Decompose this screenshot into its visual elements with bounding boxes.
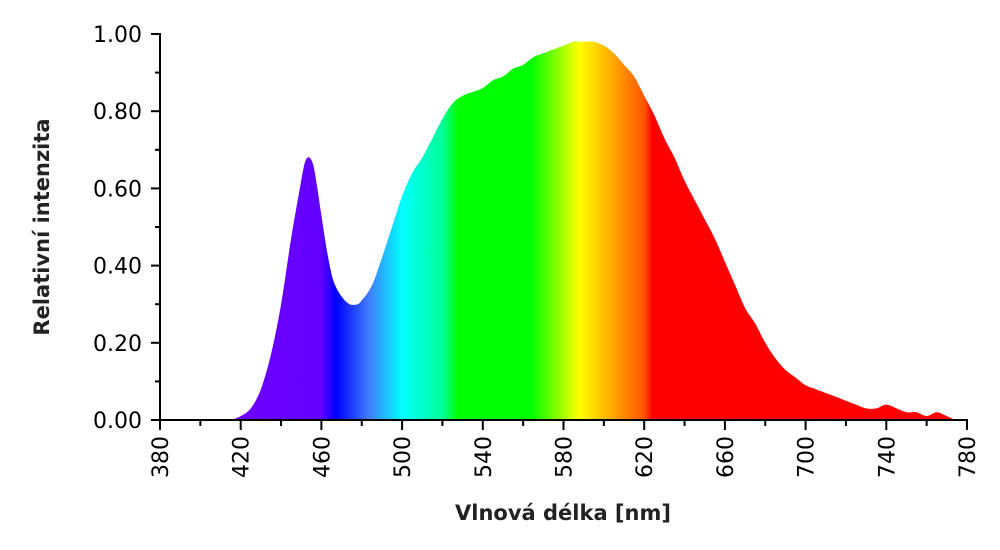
y-tick-label: 0.40 <box>93 255 142 280</box>
y-tick-label: 0.20 <box>93 332 142 357</box>
x-tick-label: 740 <box>875 436 900 478</box>
x-tick-label: 380 <box>149 436 174 478</box>
x-tick-label: 460 <box>310 436 335 478</box>
x-tick-label: 700 <box>795 436 820 478</box>
x-tick-label: 500 <box>391 436 416 478</box>
x-tick-label: 420 <box>230 436 255 478</box>
spectrum-area <box>230 41 968 420</box>
y-axis-title: Relativní intenzita <box>30 118 54 335</box>
y-axis-ticks: 0.00 0.20 0.40 0.60 0.80 1.00 <box>93 23 160 434</box>
y-tick-label: 0.60 <box>93 177 142 202</box>
y-tick-label: 1.00 <box>93 23 142 48</box>
x-tick-label: 660 <box>714 436 739 478</box>
y-tick-label: 0.00 <box>93 409 142 434</box>
x-axis-title: Vlnová délka [nm] <box>455 501 671 525</box>
y-tick-label: 0.80 <box>93 100 142 125</box>
x-tick-label: 620 <box>633 436 658 478</box>
x-tick-label: 580 <box>553 436 578 478</box>
x-tick-label: 540 <box>472 436 497 478</box>
x-tick-label: 780 <box>956 436 981 478</box>
x-axis-ticks: 380 420 460 500 540 580 620 660 700 740 780 <box>149 420 981 478</box>
